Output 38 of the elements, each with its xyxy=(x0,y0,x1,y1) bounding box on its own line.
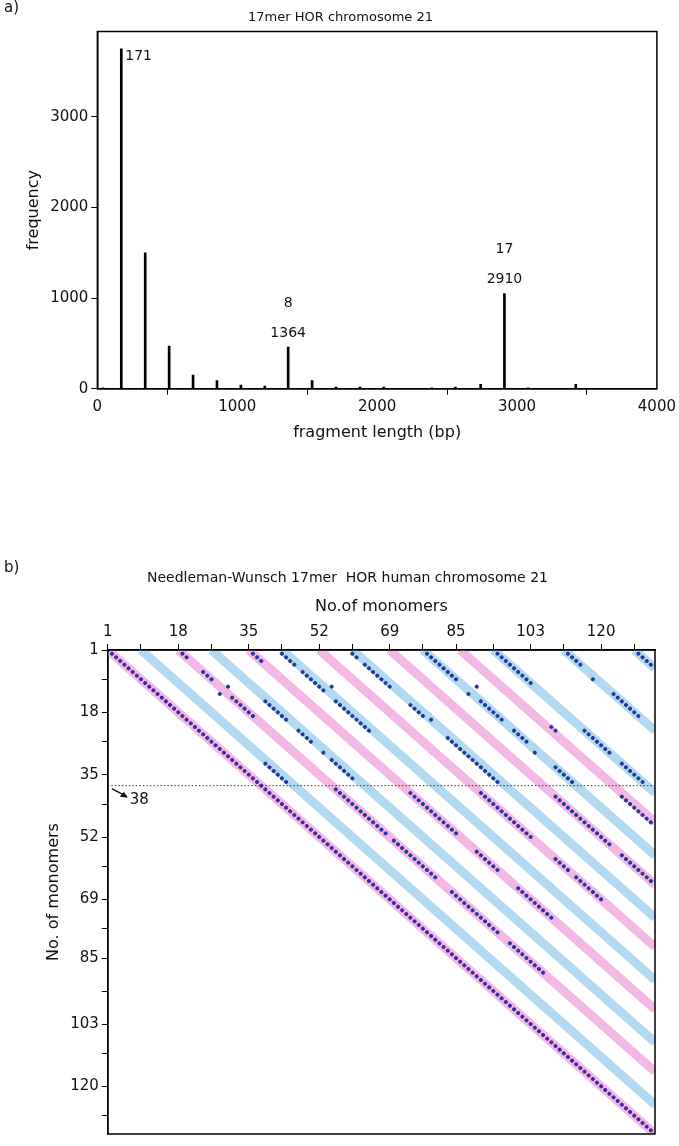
annotation: 17 xyxy=(495,240,514,257)
y-tick-label: 0 xyxy=(78,378,89,397)
ref-line-label: 38 xyxy=(129,789,149,808)
y-tick-label: 18 xyxy=(79,702,99,721)
x-tick-label: 1000 xyxy=(218,396,257,415)
y-tick-label: 35 xyxy=(79,764,99,783)
x-tick-label: 69 xyxy=(380,621,400,640)
y-axis-title: No. of monomers xyxy=(42,823,62,961)
x-tick-label: 1 xyxy=(103,621,113,640)
x-tick-label: 3000 xyxy=(497,396,537,415)
y-tick-label: 1 xyxy=(89,639,99,658)
x-axis-title: fragment length (bp) xyxy=(293,421,462,441)
annotation: 8 xyxy=(283,293,293,310)
x-tick-label: 103 xyxy=(516,621,545,640)
y-tick-label: 120 xyxy=(70,1076,99,1095)
x-tick-label: 52 xyxy=(309,621,329,640)
text: b) xyxy=(4,558,20,576)
annotation: 2910 xyxy=(486,270,523,287)
y-axis-title: frequency xyxy=(22,170,42,251)
y-tick-label: 69 xyxy=(79,889,99,908)
x-tick-label: 35 xyxy=(239,621,259,640)
x-tick-label: 4000 xyxy=(637,396,677,415)
text: a) xyxy=(4,0,20,16)
annotation: 1364 xyxy=(270,323,307,340)
y-tick-label: 52 xyxy=(79,826,99,845)
x-tick-label: 120 xyxy=(586,621,616,640)
x-axis-title: No.of monomers xyxy=(315,595,448,615)
x-tick-label: 2000 xyxy=(358,396,397,415)
x-tick-label: 18 xyxy=(168,621,188,640)
y-tick-label: 2000 xyxy=(50,197,89,216)
y-tick-label: 85 xyxy=(79,947,99,966)
x-tick-label: 85 xyxy=(446,621,466,640)
y-tick-label: 3000 xyxy=(50,106,89,125)
chart-title: Needleman-Wunsch 17mer HOR human chromosome 21 xyxy=(147,569,548,586)
y-tick-label: 103 xyxy=(70,1013,99,1032)
chart-title: 17mer HOR chromosome 21 xyxy=(248,9,433,25)
annotation: 171 xyxy=(125,47,153,64)
y-tick-label: 1000 xyxy=(50,288,89,307)
